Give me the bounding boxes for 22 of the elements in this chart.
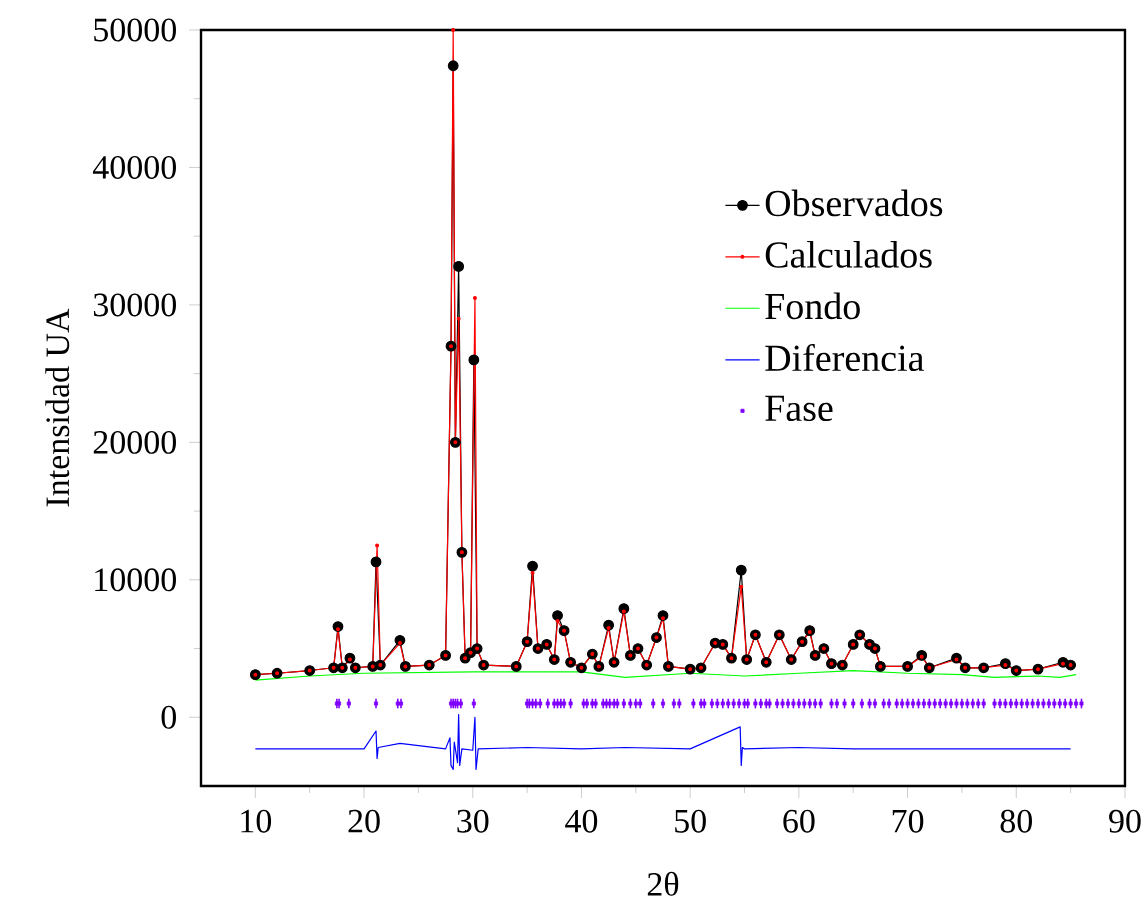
legend-label: Observados [765, 189, 943, 217]
x-tick-label: 50 [675, 809, 706, 833]
y-axis-title: Intensidad UA [45, 308, 70, 507]
y-tick-label: 10000 [95, 568, 176, 592]
legend-label: Fase [765, 395, 833, 422]
legend-label: Diferencia [765, 343, 924, 372]
x-tick-label: 60 [783, 809, 815, 833]
x-tick-label: 20 [348, 809, 380, 833]
y-tick-label: 0 [161, 705, 176, 729]
x-tick-label: 80 [1000, 809, 1032, 833]
y-tick-label: 40000 [92, 155, 176, 179]
x-tick-label: 70 [892, 809, 924, 833]
x-tick-label: 90 [1109, 809, 1141, 833]
y-tick-label: 20000 [93, 430, 176, 454]
y-tick-label: 30000 [93, 293, 176, 317]
x-tick-label: 10 [241, 809, 272, 833]
x-axis-title: 2θ [647, 871, 679, 896]
legend-label: Fondo [765, 292, 860, 320]
x-tick-label: 30 [457, 809, 489, 833]
x-tick-label: 40 [565, 809, 598, 833]
y-tick-label: 50000 [94, 18, 176, 42]
legend-label: Calculados [765, 241, 932, 268]
